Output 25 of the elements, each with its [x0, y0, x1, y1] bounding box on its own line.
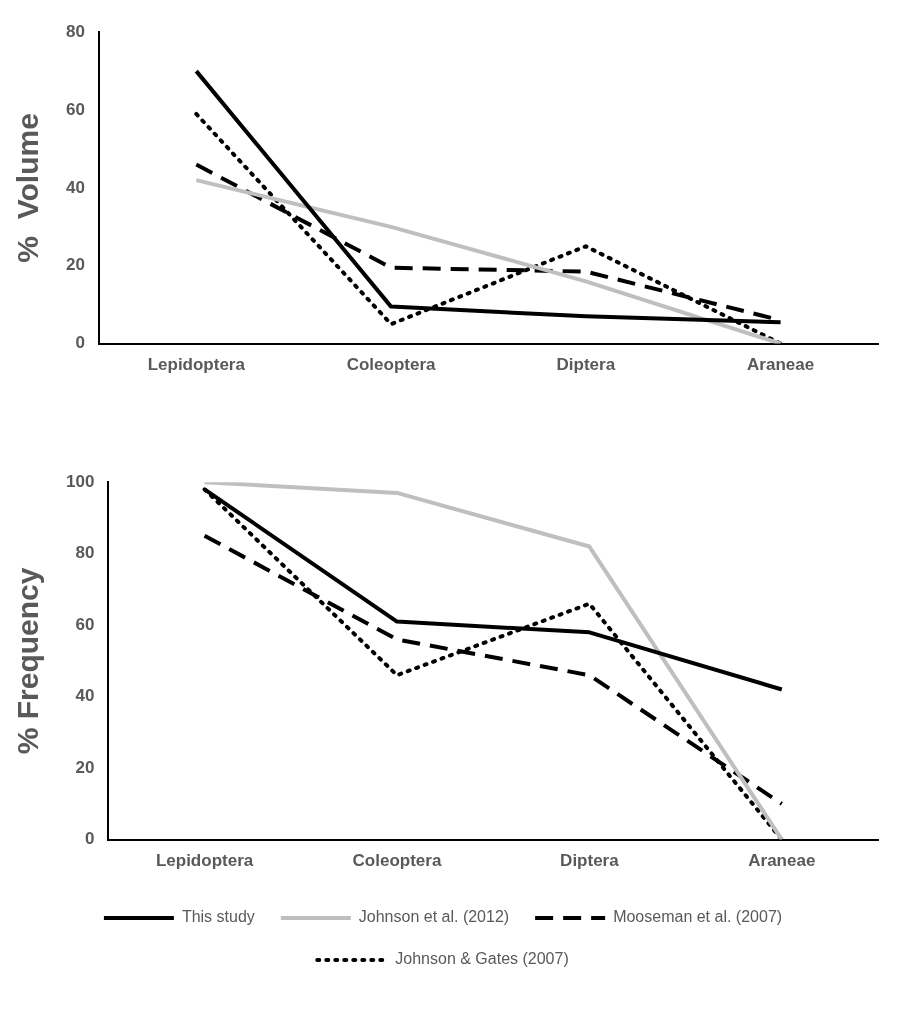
y-tick-label: 100 [65, 471, 95, 491]
x-tick-label: Lepidoptera [155, 851, 254, 871]
x-tick-label: Araneae [748, 851, 816, 871]
legend-label: Mooseman et al. (2007) [613, 908, 783, 926]
y-tick-label: 40 [65, 177, 85, 197]
y-tick-label: 60 [75, 614, 95, 634]
y-tick-label: 80 [75, 543, 95, 563]
legend-label: Johnson & Gates (2007) [395, 950, 569, 968]
y-tick-label: 20 [75, 757, 95, 777]
y-tick-label: 0 [75, 333, 85, 353]
legend-label: Johnson et al. (2012) [358, 908, 510, 926]
x-tick-label: Diptera [560, 851, 620, 871]
y-tick-label: 80 [65, 21, 85, 41]
y-axis-title: % Frequency [11, 567, 45, 755]
y-tick-label: 60 [65, 99, 85, 119]
y-tick-label: 0 [84, 829, 95, 849]
y-tick-label: 40 [75, 686, 95, 706]
x-tick-label: Coleoptera [346, 355, 437, 375]
x-tick-label: Diptera [556, 355, 616, 375]
x-tick-label: Araneae [747, 355, 815, 375]
y-tick-label: 20 [65, 255, 85, 275]
y-axis-title: % Volume [11, 113, 45, 263]
x-tick-label: Coleoptera [352, 851, 442, 871]
x-tick-label: Lepidoptera [147, 355, 246, 375]
legend-label: This study [181, 908, 255, 926]
